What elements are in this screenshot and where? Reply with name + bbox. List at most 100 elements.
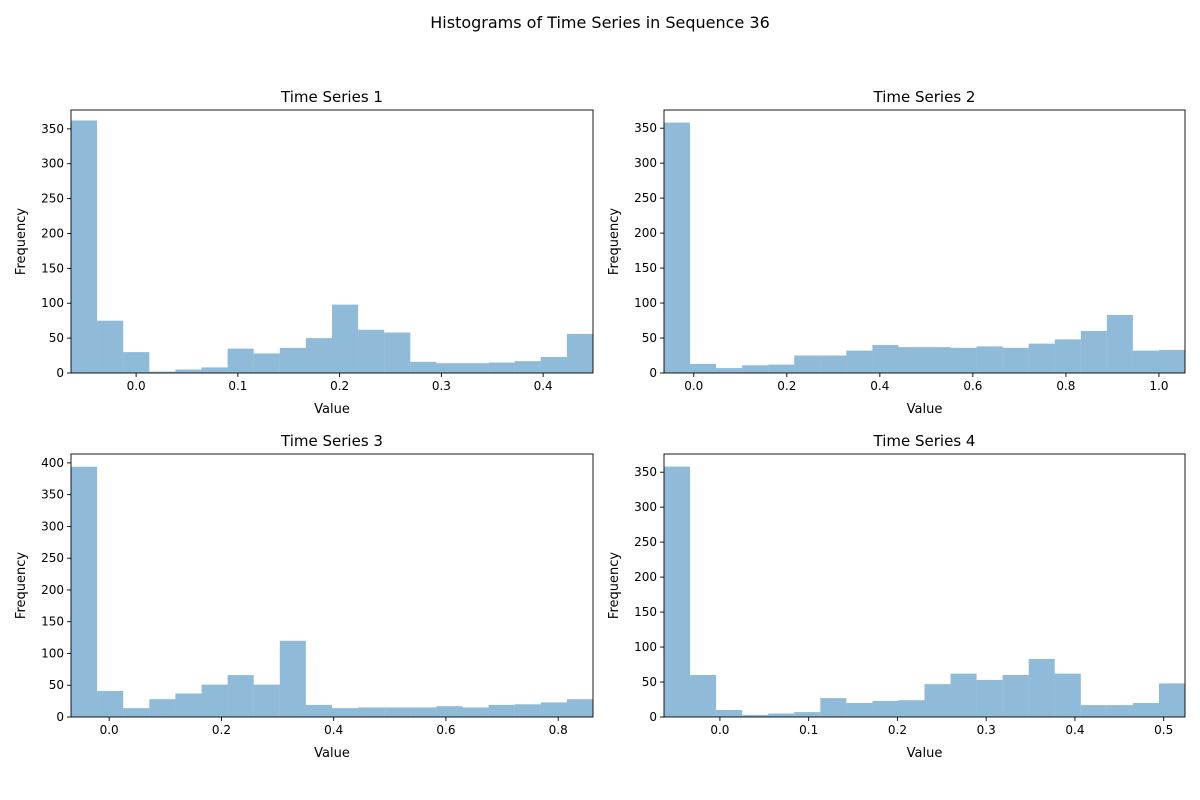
histogram-bar xyxy=(846,350,873,373)
y-tick-label: 300 xyxy=(634,156,657,170)
y-tick-label: 350 xyxy=(634,465,657,479)
x-tick-label: 0.6 xyxy=(963,379,982,393)
histogram-bar xyxy=(872,700,899,717)
x-tick-label: 0.0 xyxy=(710,723,729,737)
histogram-bar xyxy=(1002,675,1029,717)
y-tick-label: 100 xyxy=(634,296,657,310)
histogram-bar xyxy=(846,703,873,717)
histogram-bar xyxy=(201,684,228,717)
histogram-bar xyxy=(716,368,743,373)
y-tick-label: 100 xyxy=(41,296,64,310)
x-tick-label: 0.2 xyxy=(212,723,231,737)
y-tick-label: 200 xyxy=(41,226,64,240)
histogram-bar xyxy=(1054,339,1081,373)
histogram-bar xyxy=(436,363,463,373)
y-tick-label: 100 xyxy=(634,640,657,654)
histogram-bar xyxy=(71,120,98,374)
histogram-bar xyxy=(566,333,593,373)
histogram-bar xyxy=(332,304,359,373)
histogram-bar xyxy=(690,675,717,717)
x-tick-label: 0.4 xyxy=(1065,723,1084,737)
histogram-bar xyxy=(227,348,254,373)
histogram-bar xyxy=(794,355,821,373)
chart-panel-3: 0.0 0.2 0.4 0.6 0.8 0 50 100 150 200 250 300 350 400 T… xyxy=(14,432,594,761)
y-tick-label: 200 xyxy=(41,583,64,597)
histogram-bar xyxy=(742,714,769,717)
histogram-bar xyxy=(1002,347,1029,373)
figure-suptitle: Histograms of Time Series in Sequence 36 xyxy=(430,13,770,32)
histogram-bar xyxy=(566,699,593,717)
histogram-bar xyxy=(1158,683,1185,717)
histogram-bar xyxy=(201,367,228,373)
x-tick-label: 0.2 xyxy=(330,379,349,393)
y-tick-label: 50 xyxy=(49,678,64,692)
histogram-bar xyxy=(384,332,411,373)
y-tick-label: 50 xyxy=(642,675,657,689)
histogram-bar xyxy=(462,707,489,717)
histogram-bar xyxy=(540,702,567,717)
x-tick-label: 0.0 xyxy=(100,723,119,737)
y-tick-label: 250 xyxy=(41,551,64,565)
histogram-bar xyxy=(384,707,411,717)
histogram-bar xyxy=(872,345,899,373)
y-tick-label: 150 xyxy=(634,261,657,275)
y-tick-label: 0 xyxy=(56,366,64,380)
histogram-bar xyxy=(1080,705,1107,717)
y-tick-label: 350 xyxy=(41,122,64,136)
chart-title: Time Series 4 xyxy=(873,432,976,450)
histogram-bar xyxy=(950,347,977,373)
y-tick-label: 300 xyxy=(41,157,64,171)
histogram-bar xyxy=(716,710,743,717)
histogram-bar xyxy=(976,346,1003,373)
histogram-bar xyxy=(488,704,515,717)
y-tick-label: 150 xyxy=(41,261,64,275)
histogram-bar xyxy=(175,369,202,373)
histogram-bar xyxy=(1106,314,1133,373)
x-tick-label: 0.8 xyxy=(1056,379,1075,393)
histogram-bar xyxy=(820,698,847,717)
x-tick-label: 0.1 xyxy=(228,379,247,393)
histogram-bar xyxy=(305,704,332,717)
x-tick-label: 0.3 xyxy=(977,723,996,737)
histogram-bar xyxy=(768,713,795,717)
histogram-bar xyxy=(1028,343,1055,373)
x-tick-label: 0.8 xyxy=(549,723,568,737)
x-tick-label: 0.6 xyxy=(436,723,455,737)
histogram-bar xyxy=(149,371,176,373)
axes-frame xyxy=(70,453,594,718)
histogram-bar xyxy=(540,356,567,373)
y-tick-label: 200 xyxy=(634,570,657,584)
histogram-bar xyxy=(149,699,176,717)
y-tick-label: 200 xyxy=(634,226,657,240)
y-tick-label: 150 xyxy=(634,605,657,619)
histogram-bar xyxy=(410,707,437,717)
histogram-bar xyxy=(794,712,821,717)
histogram-bar xyxy=(227,675,254,717)
histogram-bar xyxy=(358,707,385,717)
histogram-bar xyxy=(279,640,306,717)
histogram-bar xyxy=(462,363,489,373)
histogram-bar xyxy=(1132,703,1159,717)
histogram-bar xyxy=(358,329,385,373)
histogram-bar xyxy=(488,362,515,373)
histogram-bar xyxy=(924,684,951,718)
chart-title: Time Series 3 xyxy=(280,432,383,450)
histogram-bar xyxy=(97,690,124,717)
histogram-bar xyxy=(1132,350,1159,373)
histogram-bar xyxy=(410,361,437,373)
x-axis-label: Value xyxy=(314,402,350,417)
histogram-bar xyxy=(514,361,541,373)
histogram-bar xyxy=(1106,705,1133,717)
y-tick-label: 350 xyxy=(634,121,657,135)
histogram-bar xyxy=(123,352,150,373)
axes-frame xyxy=(70,109,594,374)
chart-title: Time Series 2 xyxy=(873,88,976,106)
histogram-bar xyxy=(279,347,306,373)
x-tick-label: 0.5 xyxy=(1154,723,1173,737)
histogram-bar xyxy=(898,347,925,373)
x-tick-label: 0.2 xyxy=(888,723,907,737)
histogram-bar xyxy=(1028,658,1055,717)
histogram-bar xyxy=(664,466,691,717)
y-tick-label: 250 xyxy=(634,535,657,549)
